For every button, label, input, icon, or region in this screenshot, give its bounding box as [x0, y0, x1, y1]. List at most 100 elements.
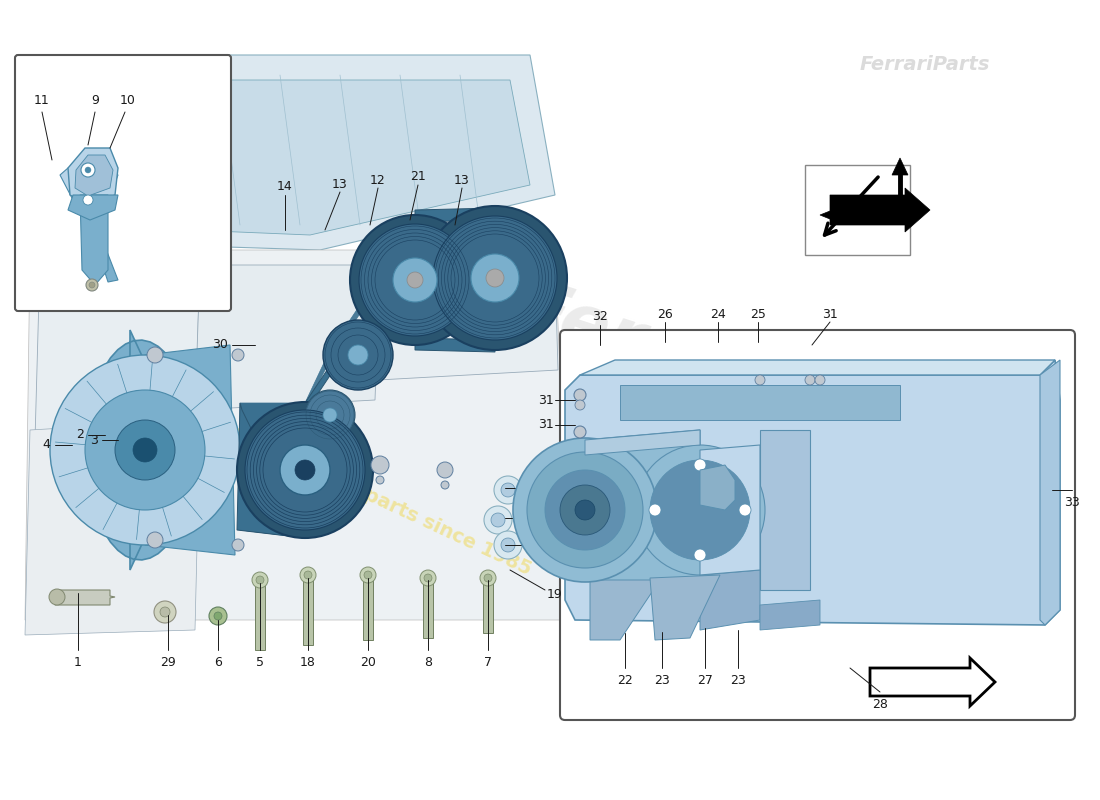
Circle shape: [232, 349, 244, 361]
Polygon shape: [424, 578, 433, 638]
Circle shape: [649, 504, 661, 516]
Polygon shape: [195, 265, 380, 410]
Text: 18: 18: [300, 655, 316, 669]
Polygon shape: [255, 580, 265, 650]
Text: 31: 31: [538, 418, 554, 431]
Circle shape: [420, 570, 436, 586]
Circle shape: [85, 390, 205, 510]
Circle shape: [500, 538, 515, 552]
Circle shape: [393, 258, 437, 302]
Polygon shape: [140, 55, 556, 250]
Text: 3: 3: [90, 434, 98, 446]
Circle shape: [494, 531, 522, 559]
Polygon shape: [650, 575, 721, 640]
Polygon shape: [585, 430, 700, 590]
Polygon shape: [25, 250, 570, 620]
Text: 12: 12: [370, 174, 386, 186]
Polygon shape: [760, 600, 820, 630]
Circle shape: [245, 410, 365, 530]
Circle shape: [491, 513, 505, 527]
Polygon shape: [700, 570, 760, 630]
Circle shape: [116, 420, 175, 480]
Polygon shape: [68, 195, 118, 220]
Circle shape: [471, 254, 519, 302]
Circle shape: [376, 476, 384, 484]
Polygon shape: [305, 323, 365, 403]
Polygon shape: [240, 403, 305, 538]
Circle shape: [82, 195, 94, 205]
FancyBboxPatch shape: [15, 55, 231, 311]
Text: 20: 20: [360, 655, 376, 669]
Circle shape: [50, 355, 240, 545]
Circle shape: [433, 216, 557, 340]
Circle shape: [232, 539, 244, 551]
Circle shape: [160, 607, 170, 617]
Circle shape: [574, 426, 586, 438]
Polygon shape: [145, 345, 235, 555]
Text: 32: 32: [592, 310, 608, 323]
Polygon shape: [165, 80, 530, 235]
Circle shape: [300, 567, 316, 583]
Circle shape: [364, 571, 372, 579]
Circle shape: [424, 574, 432, 582]
Circle shape: [154, 601, 176, 623]
Circle shape: [256, 576, 264, 584]
Text: 10: 10: [120, 94, 136, 106]
Circle shape: [755, 375, 764, 385]
Polygon shape: [580, 360, 1055, 375]
Text: 19: 19: [547, 589, 563, 602]
Polygon shape: [236, 403, 305, 538]
Polygon shape: [98, 168, 118, 200]
Text: 23: 23: [730, 674, 746, 686]
Text: 9: 9: [91, 94, 99, 106]
Polygon shape: [363, 575, 373, 640]
Circle shape: [484, 506, 512, 534]
Circle shape: [494, 476, 522, 504]
Text: 7: 7: [484, 655, 492, 669]
Circle shape: [147, 532, 163, 548]
Text: 29: 29: [161, 655, 176, 669]
Polygon shape: [80, 195, 108, 285]
Polygon shape: [75, 155, 113, 196]
Polygon shape: [700, 465, 735, 510]
Circle shape: [133, 438, 157, 462]
Text: 16: 16: [540, 538, 556, 551]
Polygon shape: [80, 195, 118, 282]
Circle shape: [441, 481, 449, 489]
Polygon shape: [20, 180, 580, 680]
Text: 26: 26: [657, 307, 673, 321]
Polygon shape: [378, 265, 558, 380]
Circle shape: [147, 347, 163, 363]
Text: 14: 14: [277, 181, 293, 194]
Circle shape: [214, 612, 222, 620]
Text: FerrariParts: FerrariParts: [859, 55, 990, 74]
Polygon shape: [590, 580, 660, 640]
Polygon shape: [415, 338, 495, 352]
Text: 31: 31: [538, 394, 554, 406]
Polygon shape: [35, 260, 200, 440]
Text: 1: 1: [74, 655, 81, 669]
Circle shape: [484, 574, 492, 582]
Polygon shape: [565, 360, 1060, 625]
Text: 6: 6: [214, 655, 222, 669]
Circle shape: [89, 282, 95, 288]
Text: 27: 27: [697, 674, 713, 686]
Circle shape: [694, 549, 706, 561]
Circle shape: [236, 402, 373, 538]
Text: 22: 22: [617, 674, 632, 686]
Text: 8: 8: [424, 655, 432, 669]
Polygon shape: [620, 385, 900, 420]
Polygon shape: [1040, 360, 1060, 625]
Polygon shape: [302, 575, 313, 645]
Circle shape: [295, 460, 315, 480]
Circle shape: [407, 272, 424, 288]
Circle shape: [694, 459, 706, 471]
Polygon shape: [760, 430, 810, 590]
Circle shape: [575, 500, 595, 520]
Circle shape: [209, 607, 227, 625]
Polygon shape: [305, 265, 520, 410]
Text: 4: 4: [42, 438, 50, 451]
Circle shape: [252, 572, 268, 588]
Circle shape: [305, 390, 355, 440]
Polygon shape: [130, 50, 560, 280]
